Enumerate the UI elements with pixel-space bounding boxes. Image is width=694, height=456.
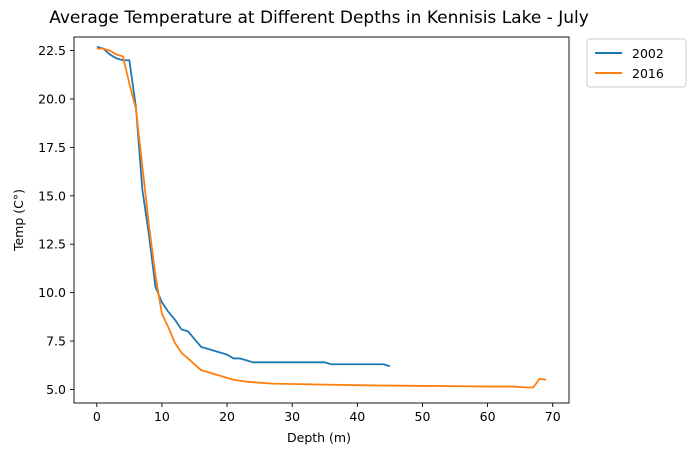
y-axis-ticks: 5.0 7.5 10.0 12.5 15.0 17.5 20.0 22.5 <box>38 43 74 397</box>
legend: 2002 2016 <box>586 38 687 88</box>
y-tick-label: 20.0 <box>38 91 66 106</box>
y-tick-label: 5.0 <box>46 382 66 397</box>
series-layer <box>96 45 547 389</box>
chart-title: Average Temperature at Different Depths … <box>49 8 589 28</box>
series-line-2002 <box>96 45 391 368</box>
x-tick-label: 60 <box>480 409 496 424</box>
x-tick-label: 30 <box>284 409 300 424</box>
plot-frame <box>73 36 570 404</box>
x-tick-label: 10 <box>154 409 170 424</box>
legend-label-2016: 2016 <box>632 66 664 81</box>
plot-area: 0 10 20 30 40 50 60 70 5.0 7.5 10.0 12.5 15.0 17.5 20… <box>38 36 570 424</box>
x-tick-label: 70 <box>545 409 561 424</box>
x-tick-label: 40 <box>349 409 365 424</box>
series-line-2016 <box>96 47 547 389</box>
x-tick-label: 50 <box>415 409 431 424</box>
y-tick-label: 15.0 <box>38 188 66 203</box>
x-tick-label: 20 <box>219 409 235 424</box>
legend-box <box>586 38 687 88</box>
y-tick-label: 7.5 <box>46 334 66 349</box>
y-axis-label: Temp (C°) <box>11 189 26 252</box>
y-tick-label: 22.5 <box>38 43 66 58</box>
x-axis-label: Depth (m) <box>287 430 351 445</box>
legend-label-2002: 2002 <box>632 46 664 61</box>
y-tick-label: 10.0 <box>38 285 66 300</box>
x-axis-ticks: 0 10 20 30 40 50 60 70 <box>93 403 561 424</box>
x-tick-label: 0 <box>93 409 101 424</box>
y-tick-label: 17.5 <box>38 140 66 155</box>
y-tick-label: 12.5 <box>38 237 66 252</box>
